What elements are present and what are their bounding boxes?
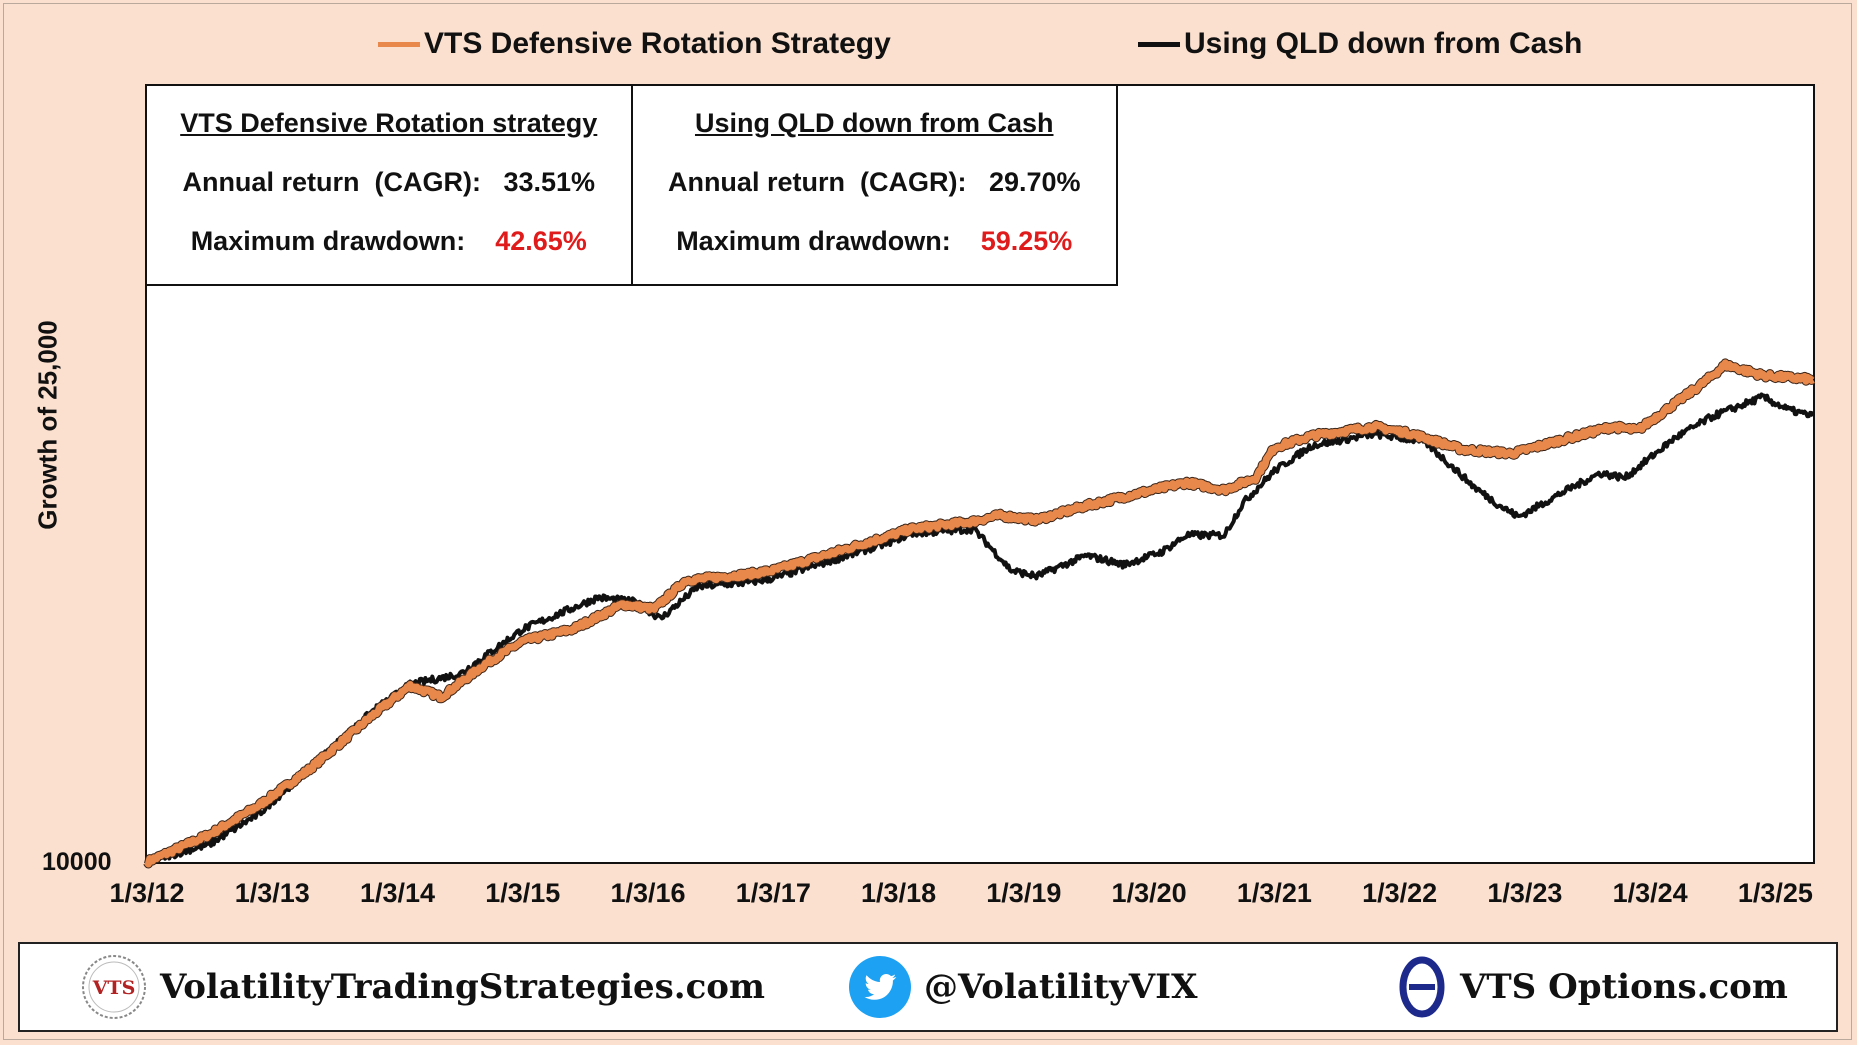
- vts-options-logo-icon: [1399, 956, 1445, 1018]
- x-tick-label: 1/3/14: [359, 878, 436, 908]
- site-link[interactable]: VolatilityTradingStrategies.com: [160, 967, 765, 1007]
- drawdown-value: 59.25%: [980, 226, 1073, 256]
- footer-bar: VTS VolatilityTradingStrategies.com @Vol…: [18, 942, 1838, 1032]
- series-line-strategy: [144, 359, 1816, 868]
- x-tick-label: 1/3/16: [610, 878, 686, 908]
- twitter-handle[interactable]: @VolatilityVIX: [924, 967, 1198, 1007]
- legend-label-strategy: VTS Defensive Rotation Strategy: [424, 27, 891, 60]
- y-axis-label-text: Growth of 25,000: [32, 320, 63, 530]
- series-line-qld: [146, 392, 1815, 865]
- legend-swatch-qld: [1138, 41, 1180, 47]
- footer-twitter[interactable]: @VolatilityVIX: [848, 944, 1197, 1030]
- y-tick-label: 10000: [42, 848, 112, 876]
- stats-qld-drawdown: Maximum drawdown: 59.25%: [676, 226, 1072, 257]
- stats-qld-cagr: Annual return (CAGR): 29.70%: [668, 167, 1081, 198]
- cagr-label: Annual return (CAGR):: [182, 167, 481, 197]
- x-tick-label: 1/3/22: [1362, 878, 1438, 908]
- stats-strategy-title: VTS Defensive Rotation strategy: [180, 108, 598, 138]
- legend: VTS Defensive Rotation Strategy Using QL…: [0, 24, 1857, 64]
- twitter-icon: [849, 956, 911, 1018]
- stats-table: VTS Defensive Rotation strategy Annual r…: [145, 84, 1118, 286]
- x-tick-label: 1/3/23: [1487, 878, 1563, 908]
- x-tick-label: 1/3/18: [861, 878, 937, 908]
- x-tick-label: 1/3/25: [1737, 878, 1813, 908]
- x-tick-label: 1/3/19: [986, 878, 1062, 908]
- footer-options[interactable]: VTS Options.com: [1396, 944, 1788, 1030]
- legend-item-strategy: VTS Defensive Rotation Strategy: [378, 24, 891, 64]
- stats-strategy-drawdown: Maximum drawdown: 42.65%: [191, 226, 587, 257]
- cagr-value: 33.51%: [503, 167, 596, 197]
- x-tick-label: 1/3/12: [109, 878, 185, 908]
- stats-qld-title: Using QLD down from Cash: [694, 108, 1054, 138]
- x-tick-label: 1/3/21: [1236, 878, 1312, 908]
- line-chart: [143, 358, 1817, 869]
- options-link[interactable]: VTS Options.com: [1460, 967, 1788, 1007]
- stats-strategy: VTS Defensive Rotation strategy Annual r…: [147, 86, 631, 284]
- footer-site[interactable]: VTS VolatilityTradingStrategies.com: [80, 944, 765, 1030]
- x-tick-label: 1/3/20: [1111, 878, 1187, 908]
- drawdown-label: Maximum drawdown:: [190, 226, 466, 256]
- drawdown-label: Maximum drawdown:: [676, 226, 951, 256]
- x-axis-ticks: 1/3/12 1/3/13 1/3/14 1/3/15 1/3/16 1/3/17 1/3/…: [0, 878, 1857, 914]
- stats-qld: Using QLD down from Cash Annual return (…: [630, 86, 1117, 284]
- legend-swatch-strategy: [378, 41, 420, 47]
- cagr-label: Annual return (CAGR):: [667, 167, 967, 197]
- x-tick-label: 1/3/15: [485, 878, 561, 908]
- vts-seal-text: VTS: [92, 977, 136, 999]
- legend-label-qld: Using QLD down from Cash: [1184, 27, 1583, 60]
- x-tick-label: 1/3/24: [1612, 878, 1688, 908]
- vts-seal-icon: VTS: [82, 955, 146, 1019]
- stats-strategy-cagr: Annual return (CAGR): 33.51%: [182, 167, 595, 198]
- drawdown-value: 42.65%: [495, 226, 587, 256]
- x-tick-label: 1/3/13: [234, 878, 310, 908]
- legend-item-qld: Using QLD down from Cash: [1138, 24, 1582, 64]
- cagr-value: 29.70%: [988, 167, 1081, 197]
- x-tick-label: 1/3/17: [735, 878, 811, 908]
- chart-frame: [3, 3, 1852, 1040]
